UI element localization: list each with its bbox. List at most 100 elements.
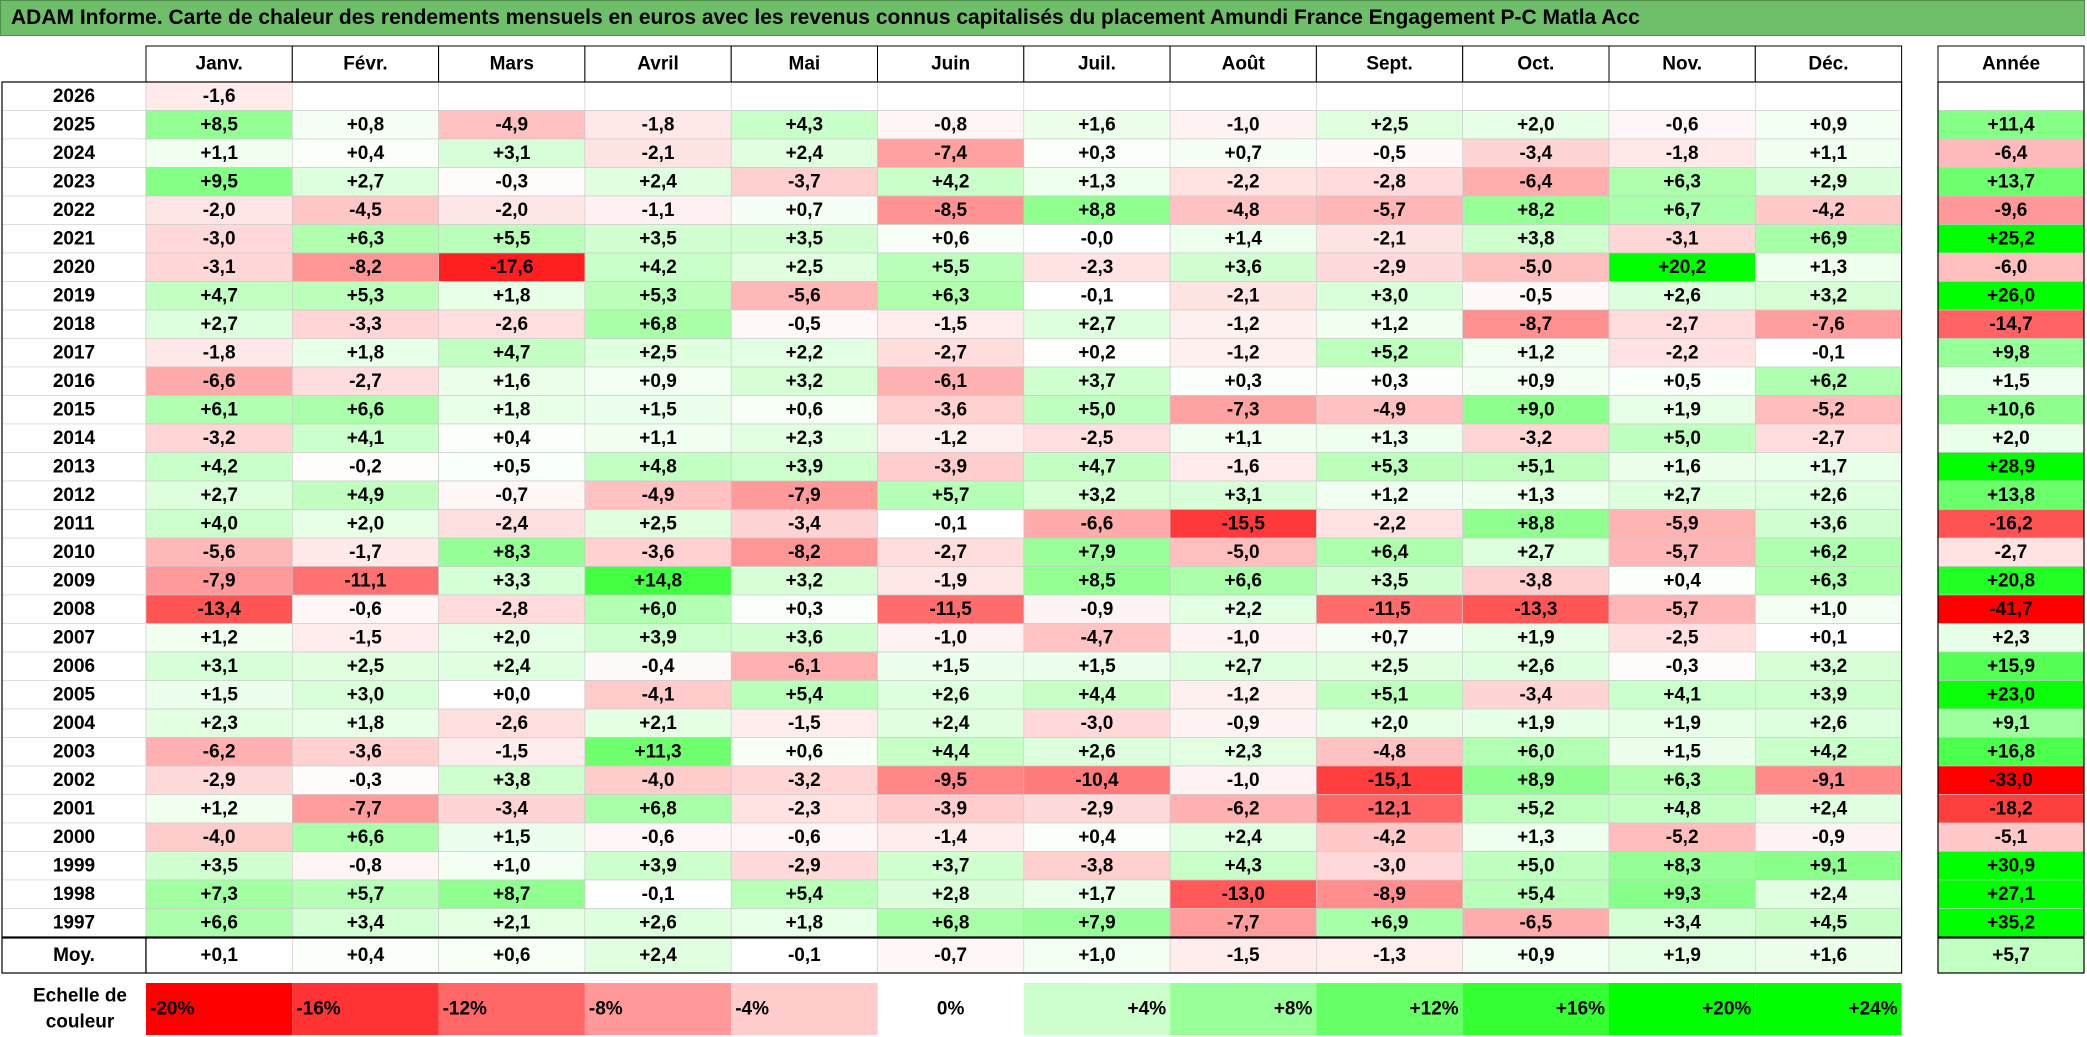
cell-value: +3,9 (786, 456, 824, 477)
cell-value: -0,6 (349, 599, 382, 620)
heatmap-cell (877, 623, 1025, 653)
scale-swatch (731, 983, 878, 1035)
annual-value: +1,5 (1992, 371, 2030, 392)
cell-value: +6,3 (1810, 570, 1848, 591)
cell-value: +2,5 (1371, 114, 1409, 135)
average-cell (1608, 937, 1756, 974)
scale-label-line1: Echelle de (33, 986, 127, 1007)
cell-value: +1,9 (1663, 399, 1701, 420)
average-value: +1,9 (1663, 945, 1701, 966)
cell-value: -2,7 (1666, 314, 1699, 335)
scale-swatch (584, 983, 732, 1035)
cell-value: +2,7 (1663, 485, 1701, 506)
heatmap-cell (145, 879, 293, 909)
month-header-cell (730, 45, 879, 83)
heatmap-cell (1023, 509, 1171, 539)
heatmap-cell (1169, 851, 1317, 881)
cell-value: +5,0 (1663, 428, 1701, 449)
heatmap-cell (730, 908, 878, 938)
annual-cell (1937, 537, 2085, 567)
heatmap-cell (1608, 822, 1756, 852)
cell-value: +2,0 (1371, 713, 1409, 734)
cell-value: -0,1 (1081, 285, 1114, 306)
cell-value: -1,2 (934, 428, 967, 449)
cell-value: +5,0 (1517, 855, 1555, 876)
heatmap-cell (145, 908, 293, 938)
cell-value: -0,6 (788, 827, 821, 848)
cell-value: -10,4 (1075, 770, 1119, 791)
heatmap-cell (730, 879, 878, 909)
cell-value: -4,7 (1081, 627, 1114, 648)
cell-value: -4,2 (1373, 827, 1406, 848)
cell-value: +7,9 (1078, 542, 1116, 563)
cell-value: +0,3 (786, 599, 824, 620)
cell-value: +2,5 (639, 513, 677, 534)
heatmap-cell (145, 423, 293, 453)
cell-value: +6,8 (639, 798, 677, 819)
scale-tick-label: +24% (1848, 999, 1897, 1020)
heatmap-cell (584, 879, 732, 909)
month-header-cell (877, 45, 1025, 83)
cell-value: +5,3 (347, 285, 385, 306)
heatmap-cell (1755, 708, 1902, 738)
cell-value: -5,0 (1227, 542, 1260, 563)
heatmap-cell (1023, 167, 1171, 197)
cell-value: +3,7 (1078, 371, 1116, 392)
average-value: +1,0 (1078, 945, 1116, 966)
heatmap-cell (1023, 452, 1171, 482)
heatmap-cell (1316, 338, 1464, 368)
cell-value: -11,5 (1368, 599, 1411, 620)
heatmap-cell (291, 395, 439, 425)
cell-value: +4,2 (200, 456, 238, 477)
heatmap-cell (438, 338, 586, 368)
month-header-label: Déc. (1808, 54, 1848, 75)
cell-value: +7,9 (1078, 912, 1116, 933)
average-value: +1,6 (1810, 945, 1848, 966)
cell-value: +4,4 (932, 741, 970, 762)
cell-value: +0,4 (1663, 570, 1701, 591)
cell-value: +3,5 (200, 855, 238, 876)
cell-value: +2,7 (1224, 656, 1262, 677)
heatmap-cell (1755, 851, 1902, 881)
heatmap-cell (1755, 366, 1902, 396)
cell-value: +6,3 (932, 285, 970, 306)
heatmap-cell (1755, 423, 1902, 453)
cell-value: -1,7 (349, 542, 382, 563)
heatmap-cell (145, 167, 293, 197)
cell-value: +8,5 (1078, 570, 1116, 591)
average-cell (291, 937, 439, 974)
heatmap-cell (877, 81, 1025, 111)
annual-border (1937, 81, 2085, 938)
cell-value: +5,2 (1371, 342, 1409, 363)
year-cell (1, 737, 147, 767)
cell-value: +6,2 (1810, 371, 1848, 392)
heatmap-cell (1169, 509, 1317, 539)
annual-cell (1937, 708, 2085, 738)
cell-value: +2,3 (200, 713, 238, 734)
heatmap-cell (438, 680, 586, 710)
cell-value: +2,1 (493, 912, 531, 933)
cell-value: -4,5 (349, 200, 382, 221)
cell-value: -0,3 (349, 770, 382, 791)
year-label: 2019 (53, 285, 95, 306)
heatmap-cell (145, 851, 293, 881)
annual-value: +9,8 (1992, 342, 2030, 363)
cell-value: +0,3 (1371, 371, 1409, 392)
cell-value: -7,3 (1227, 399, 1260, 420)
heatmap-cell (1755, 309, 1902, 339)
heatmap-cell (1755, 110, 1902, 140)
heatmap-cell (1462, 138, 1610, 168)
cell-value: +5,5 (932, 257, 970, 278)
heatmap-cell (1169, 765, 1317, 795)
heatmap-cell (1023, 851, 1171, 881)
heatmap-cell (1316, 81, 1464, 111)
cell-value: +6,1 (200, 399, 238, 420)
heatmap-cell (1608, 395, 1756, 425)
average-cell (1023, 937, 1171, 974)
cell-value: -2,6 (495, 713, 528, 734)
cell-value: +3,9 (639, 627, 677, 648)
year-label: 1997 (53, 912, 95, 933)
cell-value: -1,0 (934, 627, 967, 648)
annual-header-label: Année (1982, 54, 2040, 75)
month-header-label: Nov. (1662, 54, 1702, 75)
